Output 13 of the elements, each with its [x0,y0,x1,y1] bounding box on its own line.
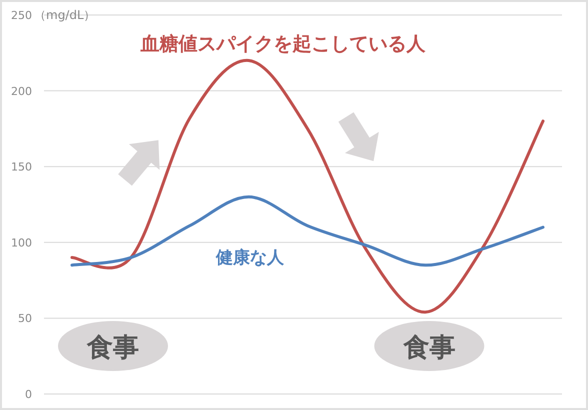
line-series [70,195,544,267]
series-label: 血糖値スパイクを起こしている人 [140,33,426,55]
line-series [70,58,544,314]
annotation: 食事 [402,333,456,363]
series-label: 健康な人 [215,248,285,268]
y-tick-label: 250 [11,9,32,22]
y-axis-title: （mg/dL） [34,8,96,22]
y-tick-label: 0 [25,388,32,401]
y-tick-label: 150 [11,160,32,174]
y-tick-label: 50 [18,312,32,326]
y-tick-label: 200 [11,84,32,98]
y-tick-label: 100 [11,236,32,250]
annotation: 食事 [86,333,139,363]
